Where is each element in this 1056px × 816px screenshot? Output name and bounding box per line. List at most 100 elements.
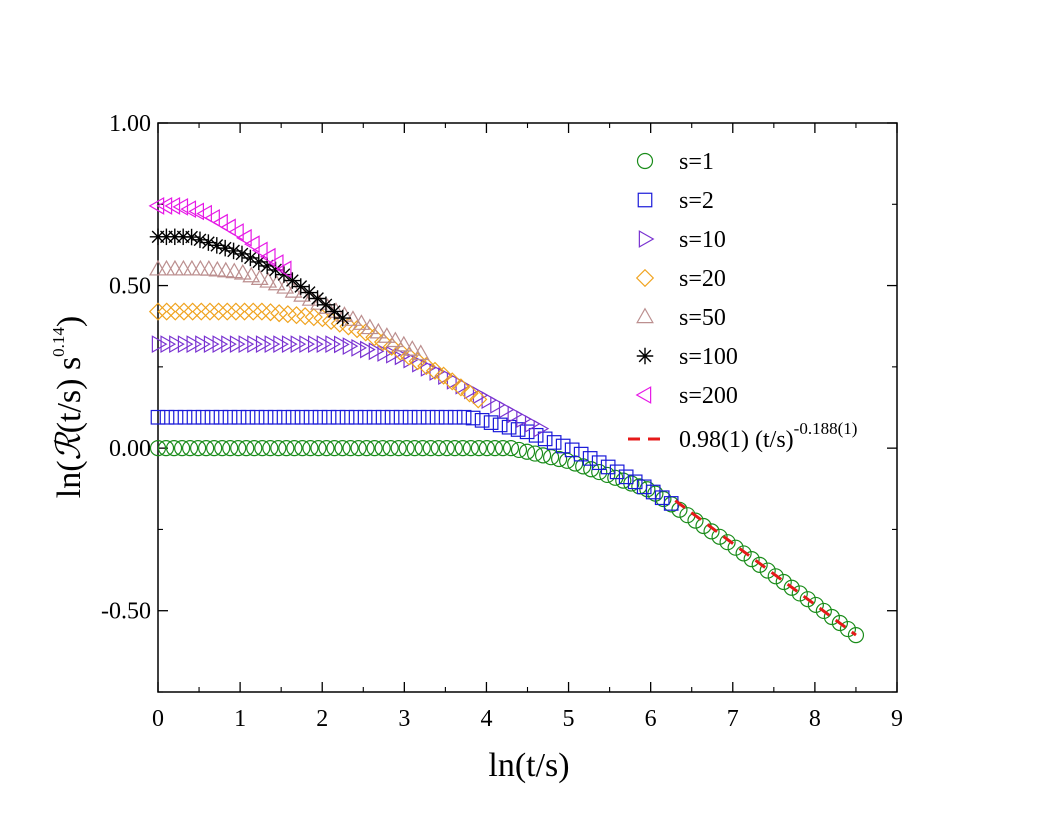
data-point: [307, 335, 324, 354]
data-point: [399, 347, 419, 366]
y-tick-label: 0.50: [109, 274, 151, 300]
data-point: [281, 335, 298, 354]
data-point: [247, 335, 263, 354]
data-point: [406, 440, 423, 457]
data-point: [186, 335, 203, 354]
data-point: [326, 303, 343, 320]
data-point: [502, 440, 520, 457]
data-point: [398, 440, 415, 457]
data-point: [273, 335, 289, 354]
data-point: [259, 271, 278, 288]
series-s=50: [149, 259, 430, 361]
axis-ticks: 0 1 2 3 4 5 6 7 8 9 -0.50 0.00 0.50 1.00: [101, 111, 903, 732]
data-point: [375, 409, 391, 425]
data-point: [317, 296, 335, 314]
data-point: [368, 342, 385, 361]
data-point: [228, 223, 244, 241]
data-point: [369, 322, 388, 339]
data-point: [309, 290, 326, 307]
legend: s=1 s=2 s=10 s=20 s=50 s=100 s=200 0.98(1) (t/s…: [628, 149, 857, 453]
data-point: [350, 440, 367, 457]
data-point: [847, 626, 865, 644]
data-point: [267, 274, 286, 291]
data-point: [526, 445, 544, 462]
data-point: [221, 335, 237, 354]
data-point: [275, 260, 292, 279]
data-point: [528, 427, 544, 443]
svg-text:ln(ℛ(t/s) s0.14): ln(ℛ(t/s) s0.14): [49, 316, 88, 499]
data-point: [204, 208, 220, 227]
data-point: [159, 409, 175, 425]
data-point: [546, 435, 562, 450]
data-point: [300, 284, 318, 301]
legend-marker: [635, 386, 652, 404]
data-point: [564, 442, 580, 458]
data-point: [316, 335, 333, 354]
data-point: [703, 523, 720, 540]
y-axis-label: ln(ℛ(t/s) s0.14): [49, 316, 88, 499]
data-point: [636, 479, 652, 495]
data-point: [157, 440, 175, 457]
data-point: [478, 440, 496, 457]
data-point: [751, 556, 768, 573]
data-point: [200, 234, 217, 251]
legend-item-s=2: s=2: [637, 188, 714, 214]
data-point: [719, 534, 736, 551]
data-point: [815, 602, 832, 620]
legend-marker: [637, 192, 653, 208]
data-point: [278, 440, 295, 457]
data-point: [242, 249, 259, 267]
data-point: [481, 391, 498, 409]
data-point: [225, 262, 244, 279]
data-point: [402, 409, 418, 425]
data-point: [204, 409, 220, 425]
data-point: [831, 614, 848, 632]
data-point: [537, 431, 553, 447]
data-point: [208, 260, 227, 277]
x-tick-label: 0: [152, 706, 164, 732]
data-point: [492, 417, 508, 433]
data-point: [411, 344, 430, 361]
data-point: [156, 197, 173, 215]
legend-label: s=20: [679, 266, 726, 292]
series-s=1: [149, 440, 865, 644]
x-tick-label: 4: [480, 706, 492, 732]
data-point: [438, 409, 454, 425]
data-point: [206, 440, 223, 457]
data-point: [173, 440, 191, 457]
data-point: [168, 409, 184, 425]
x-tick-label: 9: [891, 706, 903, 732]
data-point: [447, 409, 463, 425]
data-point: [386, 331, 405, 348]
data-point: [238, 440, 255, 457]
data-point: [474, 412, 490, 428]
legend-fit-exponent: -0.188(1): [794, 419, 858, 438]
legend-label: s=100: [679, 344, 738, 370]
plot-frame: [157, 122, 898, 693]
data-point: [208, 237, 226, 254]
x-tick-label: 6: [645, 706, 657, 732]
data-point: [212, 335, 229, 354]
data-point: [243, 235, 260, 254]
data-point: [287, 306, 306, 325]
data-point: [195, 409, 211, 425]
data-point: [302, 440, 319, 457]
legend-marker: [635, 268, 655, 288]
data-point: [261, 303, 280, 322]
data-point: [384, 409, 400, 425]
data-point: [166, 302, 185, 321]
data-point: [255, 335, 272, 354]
legend-item-s=100: s=100: [636, 344, 738, 370]
data-point: [236, 228, 252, 247]
data-point: [229, 335, 246, 354]
data-point: [555, 438, 571, 454]
data-point: [299, 335, 315, 354]
data-point: [310, 440, 327, 457]
data-point: [181, 440, 199, 457]
data-point: [220, 218, 236, 237]
data-point: [446, 440, 463, 457]
data-point: [486, 440, 504, 457]
y-label-exponent: 0.14: [49, 327, 68, 357]
data-point: [357, 409, 373, 425]
